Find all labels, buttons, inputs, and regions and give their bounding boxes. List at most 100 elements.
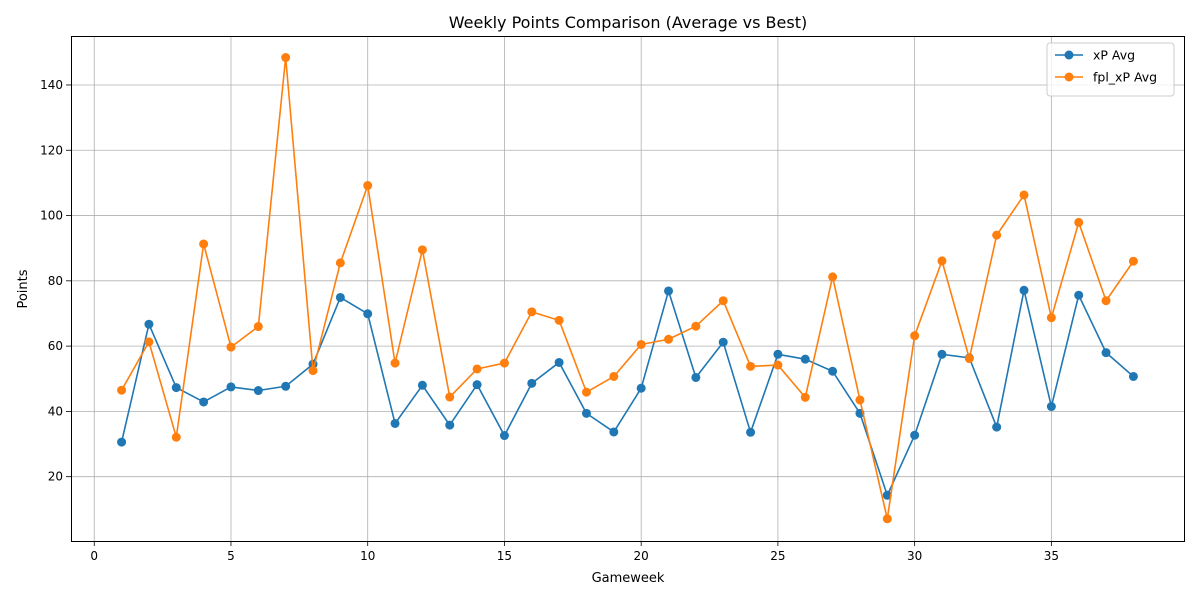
data-point: [664, 286, 674, 296]
x-tick-label: 5: [227, 549, 235, 563]
data-point: [171, 383, 181, 393]
data-point: [144, 337, 154, 347]
legend-label: xP Avg: [1093, 48, 1135, 63]
data-point: [718, 296, 728, 306]
data-point: [554, 357, 564, 367]
data-point: [773, 360, 783, 370]
data-point: [910, 430, 920, 440]
x-axis-label: Gameweek: [592, 571, 665, 586]
data-point: [1128, 256, 1138, 266]
data-point: [937, 349, 947, 359]
legend-marker: [1064, 72, 1074, 82]
data-point: [253, 386, 263, 396]
series-line: [120, 56, 1135, 520]
x-tick-label: 10: [360, 549, 375, 563]
data-point: [964, 354, 974, 364]
data-point: [609, 427, 619, 437]
data-point: [308, 366, 318, 376]
legend-marker: [1064, 50, 1074, 60]
data-point: [171, 432, 181, 442]
data-point: [828, 272, 838, 282]
y-tick-label: 20: [48, 470, 63, 484]
data-point: [718, 337, 728, 347]
x-tick-label: 35: [1044, 549, 1059, 563]
legend-item: fpl_xP Avg: [1055, 70, 1157, 85]
data-point: [1101, 348, 1111, 358]
data-point: [1046, 313, 1056, 323]
data-point: [390, 418, 400, 428]
y-tick-label: 80: [48, 274, 63, 288]
data-point: [363, 309, 373, 319]
data-point: [910, 331, 920, 341]
data-point: [636, 383, 646, 393]
data-point: [882, 514, 892, 524]
data-point: [499, 431, 509, 441]
y-tick-label: 40: [48, 404, 63, 418]
x-tick-label: 0: [90, 549, 98, 563]
data-point: [472, 364, 482, 374]
data-point: [773, 349, 783, 359]
y-tick-label: 60: [48, 339, 63, 353]
data-point: [335, 258, 345, 268]
data-point: [828, 366, 838, 376]
x-tick-label: 30: [907, 549, 922, 563]
y-tick-label: 140: [40, 78, 63, 92]
data-point: [253, 322, 263, 332]
data-point: [581, 408, 591, 418]
data-point: [363, 181, 373, 191]
data-point: [226, 382, 236, 392]
data-point: [800, 392, 810, 402]
x-tick-label: 20: [634, 549, 649, 563]
legend: xP Avg fpl_xP Avg: [1046, 42, 1175, 97]
series-2: [117, 53, 1138, 524]
data-point: [554, 315, 564, 325]
series-line: [120, 289, 1134, 497]
series-1: [117, 285, 1138, 500]
data-point: [581, 387, 591, 397]
data-point: [417, 380, 427, 390]
data-point: [937, 256, 947, 266]
data-point: [746, 361, 756, 371]
data-point: [199, 239, 209, 249]
y-tick-label: 100: [40, 209, 63, 223]
data-point: [800, 354, 810, 364]
data-point: [691, 321, 701, 331]
data-point: [1019, 190, 1029, 200]
data-point: [335, 292, 345, 302]
data-point: [609, 371, 619, 381]
data-point: [527, 378, 537, 388]
y-tick-label: 120: [40, 143, 63, 157]
data-point: [499, 358, 509, 368]
legend-label: fpl_xP Avg: [1093, 70, 1157, 85]
data-point: [390, 358, 400, 368]
plot-frame: [71, 36, 1185, 542]
data-point: [855, 395, 865, 405]
data-point: [144, 319, 154, 329]
data-point: [117, 437, 127, 447]
data-point: [882, 490, 892, 500]
data-point: [117, 385, 127, 395]
legend-item: xP Avg: [1055, 48, 1135, 63]
data-point: [226, 342, 236, 352]
data-point: [281, 381, 291, 391]
data-point: [472, 380, 482, 390]
data-point: [664, 334, 674, 344]
chart-title: Weekly Points Comparison (Average vs Bes…: [449, 13, 807, 32]
y-axis-label: Points: [16, 269, 31, 308]
x-tick-label: 25: [770, 549, 785, 563]
legend-box: [1046, 42, 1175, 97]
data-point: [527, 307, 537, 317]
data-point: [636, 339, 646, 349]
data-point: [445, 392, 455, 402]
data-point: [691, 372, 701, 382]
data-point: [417, 245, 427, 255]
x-tick-label: 15: [497, 549, 512, 563]
data-point: [1019, 285, 1029, 295]
data-point: [1074, 290, 1084, 300]
data-point: [992, 422, 1002, 432]
data-point: [281, 53, 291, 63]
data-point: [992, 230, 1002, 240]
data-point: [445, 420, 455, 430]
data-point: [199, 397, 209, 407]
